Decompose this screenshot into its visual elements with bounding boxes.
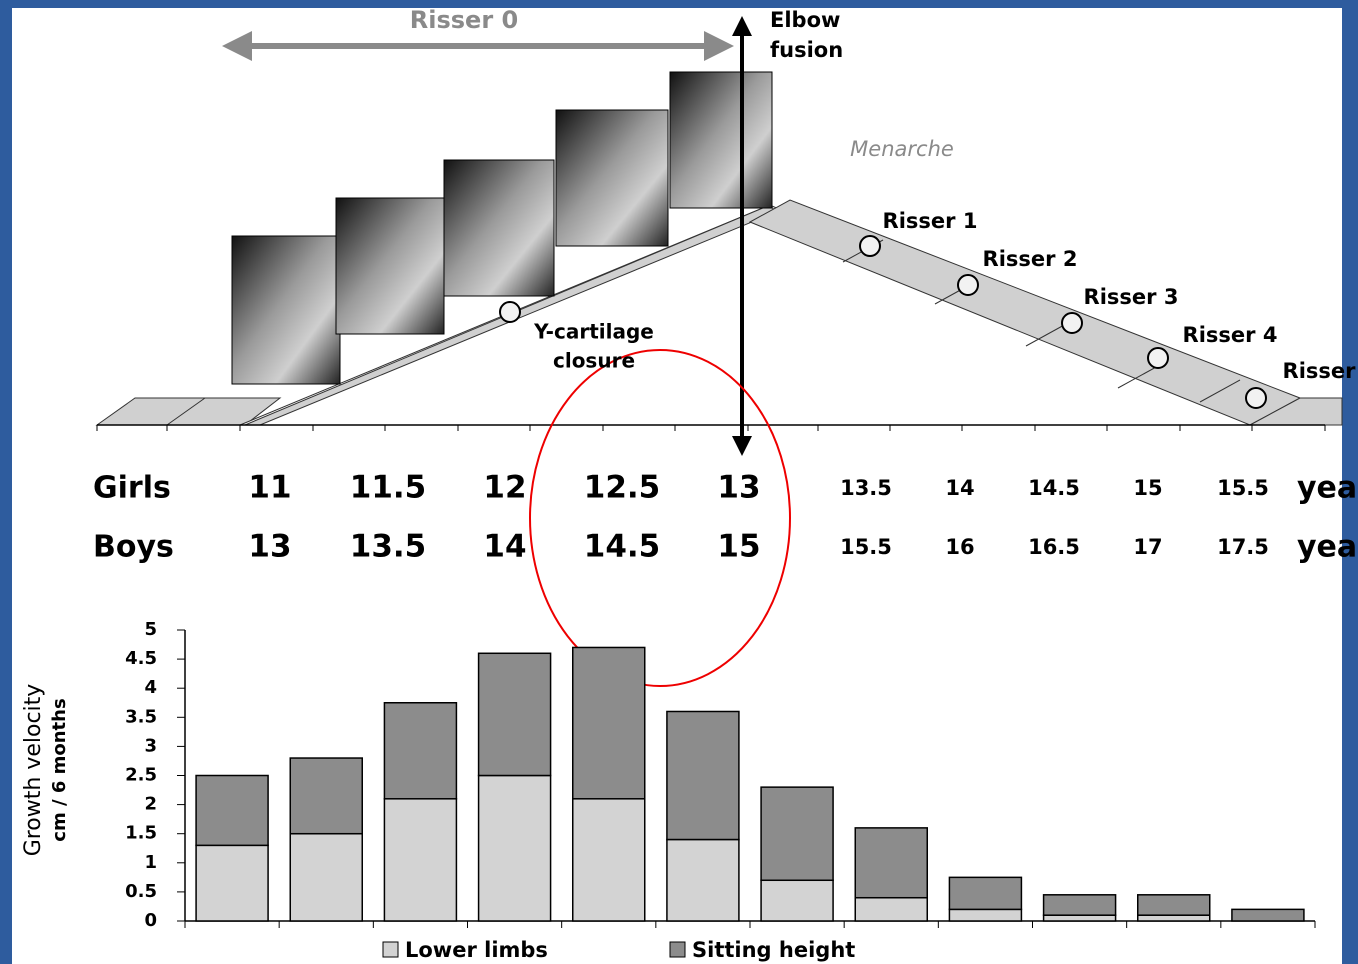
age: 12.5 bbox=[584, 470, 661, 506]
ycart-label: closure bbox=[553, 349, 635, 373]
y-tick-label: 0.5 bbox=[125, 881, 157, 902]
risser-label: Risser 5 bbox=[1283, 359, 1358, 383]
age: 13 bbox=[717, 470, 760, 506]
elbow-label: fusion bbox=[770, 38, 843, 62]
row-label: Boys bbox=[93, 530, 174, 565]
y-label: cm / 6 months bbox=[49, 698, 70, 841]
legend-label: Sitting height bbox=[692, 938, 855, 962]
bar-segment bbox=[290, 834, 362, 921]
bar-segment bbox=[573, 647, 645, 798]
page: Risser 0 Elbow fusion Menarche Y-cartila… bbox=[0, 0, 1358, 964]
bar-segment bbox=[667, 840, 739, 921]
y-tick-label: 3 bbox=[144, 735, 157, 756]
y-tick-label: 2 bbox=[144, 794, 157, 815]
y-tick-label: 5 bbox=[144, 619, 157, 640]
bar-segment bbox=[479, 653, 551, 775]
bar-segment bbox=[949, 877, 1021, 909]
risser-label: Risser 1 bbox=[883, 209, 978, 233]
age: 15 bbox=[1133, 476, 1162, 500]
bar-segment bbox=[855, 828, 927, 898]
age: 15.5 bbox=[1217, 476, 1269, 500]
bar-segment bbox=[479, 776, 551, 922]
y-tick-label: 1 bbox=[144, 852, 157, 873]
age: 13.5 bbox=[350, 529, 427, 565]
age: 13.5 bbox=[840, 476, 892, 500]
age: 16.5 bbox=[1028, 535, 1080, 559]
age: 14 bbox=[483, 529, 526, 565]
bar-segment bbox=[1138, 915, 1210, 921]
bar-segment bbox=[384, 703, 456, 799]
age: 16 bbox=[945, 535, 974, 559]
row-label: Girls bbox=[93, 471, 171, 506]
risser-label: Risser 4 bbox=[1183, 323, 1278, 347]
bar-segment bbox=[761, 880, 833, 921]
bar-segment bbox=[855, 898, 927, 921]
legend-swatch bbox=[383, 942, 398, 957]
bar-segment bbox=[949, 909, 1021, 921]
y-tick-label: 4.5 bbox=[125, 648, 157, 669]
ycart-label: Y-cartilage bbox=[533, 320, 654, 344]
age: 17 bbox=[1133, 535, 1162, 559]
bar-segment bbox=[1138, 895, 1210, 915]
age: 11.5 bbox=[350, 470, 427, 506]
age: 14.5 bbox=[1028, 476, 1080, 500]
legend-label: Lower limbs bbox=[405, 938, 548, 962]
y-tick-label: 2.5 bbox=[125, 765, 157, 786]
age: 15 bbox=[717, 529, 760, 565]
y-tick-label: 0 bbox=[144, 910, 157, 931]
age: 11 bbox=[248, 470, 291, 506]
age: 14 bbox=[945, 476, 974, 500]
unit: years bbox=[1297, 471, 1358, 506]
risser0-label: Risser 0 bbox=[410, 6, 518, 34]
menarche-label: Menarche bbox=[850, 137, 954, 161]
bar-segment bbox=[196, 845, 268, 921]
bar-segment bbox=[1232, 909, 1304, 921]
age: 12 bbox=[483, 470, 526, 506]
bar-segment bbox=[667, 711, 739, 839]
bar-segment bbox=[196, 776, 268, 846]
figure: Risser 0 Elbow fusion Menarche Y-cartila… bbox=[0, 0, 1358, 964]
risser-label: Risser 2 bbox=[983, 247, 1078, 271]
y-tick-label: 4 bbox=[144, 677, 157, 698]
age: 17.5 bbox=[1217, 535, 1269, 559]
y-tick-label: 3.5 bbox=[125, 706, 157, 727]
age: 13 bbox=[248, 529, 291, 565]
bar-segment bbox=[1044, 915, 1116, 921]
age: 15.5 bbox=[840, 535, 892, 559]
elbow-label: Elbow bbox=[770, 8, 840, 32]
legend-swatch bbox=[670, 942, 685, 957]
y-tick-label: 1.5 bbox=[125, 823, 157, 844]
bar-segment bbox=[384, 799, 456, 921]
risser-label: Risser 3 bbox=[1084, 285, 1179, 309]
bar-segment bbox=[573, 799, 645, 921]
bar-segment bbox=[1044, 895, 1116, 915]
bar-segment bbox=[290, 758, 362, 834]
bar-segment bbox=[761, 787, 833, 880]
unit: years bbox=[1297, 530, 1358, 565]
age: 14.5 bbox=[584, 529, 661, 565]
y-label: Growth velocity bbox=[21, 684, 46, 857]
